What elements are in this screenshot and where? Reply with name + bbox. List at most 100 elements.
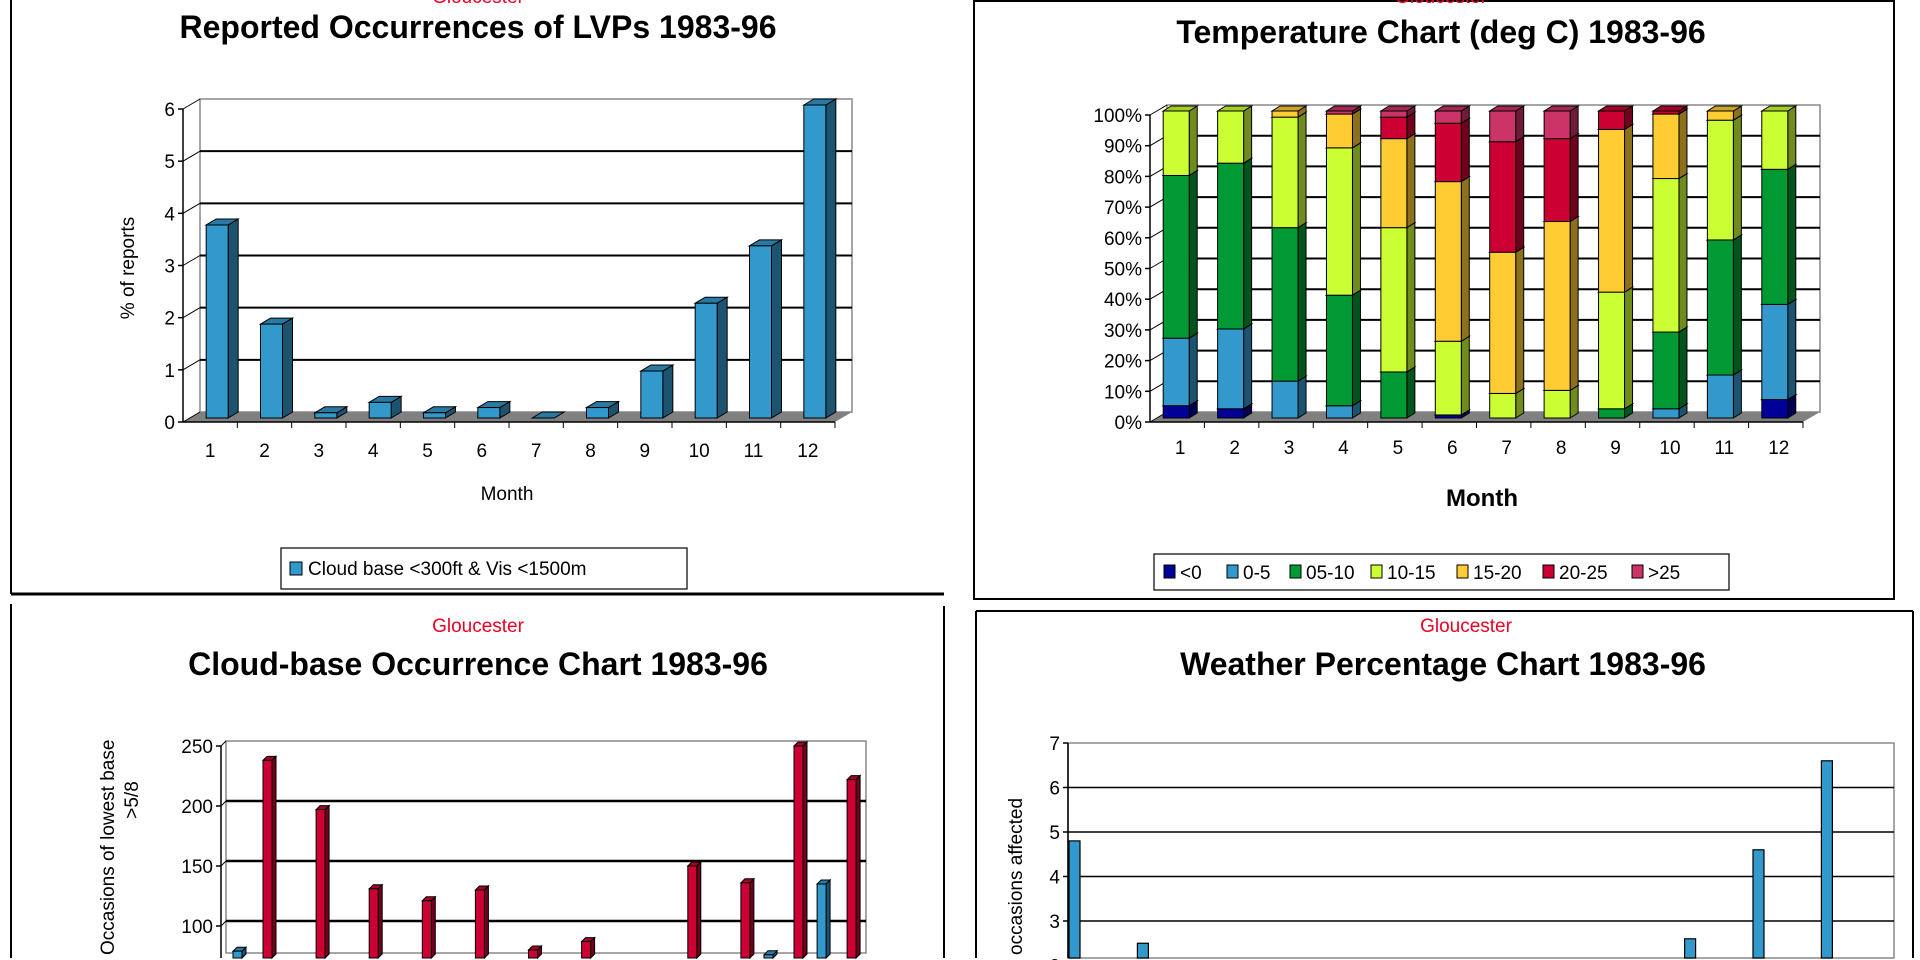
weather-y-tick-label: 2 (1049, 957, 1060, 960)
temperature-segment-month-10-3 (1651, 172, 1689, 333)
lvp-bar-month-9-front (640, 370, 664, 419)
temperature-segment-month-4-6-front (1325, 110, 1353, 115)
weather-blue-bar-month-12 (1820, 760, 1834, 959)
temperature-segment-month-7-5-front (1489, 141, 1517, 253)
temperature-legend-swatch (1226, 564, 1239, 579)
temperature-segment-month-5-4-side (1406, 132, 1416, 229)
lvp-grid-diagonal (182, 150, 201, 162)
temperature-segment-month-2-2-side (1243, 157, 1253, 330)
temperature-segment-month-5-2-front (1380, 371, 1408, 419)
cloudbase-red-bar-month-2-side (324, 804, 330, 960)
cloudbase-red-bar-month-10-front (740, 882, 751, 959)
cloudbase-red-bar-month-11-front (793, 745, 804, 959)
temperature-segment-month-3-1 (1270, 375, 1308, 419)
temperature-segment-month-11-4 (1705, 105, 1744, 122)
temperature-segment-month-1-2 (1161, 169, 1199, 340)
temperature-segment-month-6-5-front (1434, 122, 1462, 183)
cloudbase-blue-bar-month-1-front (232, 950, 243, 959)
lvp-bar-month-9 (639, 364, 675, 419)
lvp-bar-month-11-front (749, 245, 772, 419)
temperature-legend-swatch (1370, 564, 1383, 579)
lvp-grid-diagonal (182, 202, 201, 214)
lvp-bar-month-6 (476, 400, 512, 419)
panel-frames (10, 0, 1914, 958)
temperature-segment-month-5-4 (1379, 132, 1417, 229)
temperature-segment-month-4-6 (1324, 105, 1363, 115)
temperature-segment-month-1-2-side (1188, 169, 1198, 340)
temperature-segment-month-4-3-front (1325, 147, 1353, 296)
temperature-segment-month-11-2-side (1732, 234, 1742, 376)
lvp-bar-month-11-side (771, 238, 782, 419)
temperature-segment-month-9-3 (1596, 286, 1635, 410)
temperature-segment-month-7-5 (1487, 135, 1526, 254)
temperature-segment-month-5-2 (1379, 366, 1417, 419)
temperature-segment-month-3-3-front (1271, 116, 1299, 229)
temperature-segment-month-1-0-front (1162, 405, 1190, 419)
cloudbase-red-bar-month-10 (739, 877, 756, 960)
weather-blue-bar-month-2 (1136, 942, 1150, 959)
temperature-segment-month-8-4-front (1543, 221, 1571, 391)
temperature-legend-label: 20-25 (1559, 563, 1608, 584)
temperature-x-tick-label: 12 (1768, 438, 1789, 459)
temperature-legend-label: 10-15 (1387, 563, 1436, 584)
cloudbase-red-bar-month-1 (261, 755, 278, 960)
lvp-x-tick-label: 3 (314, 441, 325, 462)
temperature-segment-month-10-3-front (1652, 178, 1680, 333)
temperature-segment-month-4-4 (1324, 108, 1363, 149)
cloudbase-blue-bar-month-1 (231, 945, 248, 960)
temperature-segment-month-11-1-front (1706, 374, 1734, 419)
temperature-x-tick-label: 7 (1501, 438, 1512, 459)
temperature-x-tick-label: 10 (1659, 438, 1680, 459)
weather-blue-bar-month-10 (1683, 938, 1697, 959)
temperature-segment-month-6-5-side (1460, 117, 1470, 183)
lvp-x-tick-label: 6 (477, 441, 488, 462)
cloudbase-red-bar-month-3-side (377, 883, 383, 960)
temperature-y-tick-label: 60% (1104, 229, 1142, 250)
cloudbase-grid-diagonal (220, 920, 227, 927)
cloudbase-blue-bar-month-12 (815, 878, 832, 960)
temperature-segment-month-10-4-front (1652, 113, 1680, 180)
lvp-bar-month-3-front (314, 412, 338, 419)
temperature-segment-month-10-5-front (1652, 110, 1680, 115)
temperature-x-tick-label: 6 (1447, 438, 1458, 459)
temperature-segment-month-4-2-front (1325, 294, 1353, 407)
cloudbase-chart-title: Cloud-base Occurrence Chart 1983-96 (188, 646, 768, 682)
lvp-bar-month-7 (530, 411, 566, 419)
temperature-segment-month-8-4-side (1569, 215, 1579, 392)
temperature-segment-month-6-3 (1433, 335, 1472, 416)
temperature-segment-month-10-3-side (1678, 172, 1688, 333)
temperature-y-tick-label: 70% (1104, 198, 1142, 219)
temperature-segment-month-6-4 (1433, 175, 1472, 343)
lvp-bar-month-2 (258, 317, 295, 419)
weather-location-label: Gloucester (1420, 616, 1513, 637)
temperature-segment-month-11-3-front (1706, 119, 1734, 241)
temperature-segment-month-7-4 (1487, 246, 1526, 395)
temperature-segment-month-3-3-side (1297, 111, 1307, 229)
lvp-bar-month-4 (367, 395, 403, 419)
temperature-segment-month-5-5-front (1380, 116, 1408, 140)
temperature-segment-month-12-0-front (1761, 399, 1789, 419)
cloudbase-red-bar-month-9 (686, 860, 703, 960)
cloudbase-red-bar-month-1-side (271, 755, 277, 960)
temperature-segment-month-11-2-front (1706, 239, 1734, 376)
lvp-x-tick-label: 5 (422, 441, 433, 462)
lvp-bar-month-12-side (825, 98, 837, 419)
lvp-y-axis-label: % of reports (118, 217, 139, 319)
temperature-legend-label: 15-20 (1473, 563, 1522, 584)
temperature-segment-month-6-3-front (1434, 340, 1462, 416)
lvp-y-tick-label: 6 (164, 100, 175, 121)
lvp-y-tick-label: 3 (164, 257, 175, 278)
temperature-segment-month-11-1-side (1732, 369, 1742, 419)
temperature-segment-month-9-2-front (1598, 408, 1626, 419)
cloudbase-red-bar-month-4-front (421, 900, 432, 959)
temperature-segment-month-5-3-front (1380, 227, 1408, 373)
temperature-legend-label: 05-10 (1306, 563, 1355, 584)
temperature-segment-month-9-3-front (1598, 291, 1626, 410)
cloudbase-grid-diagonal (220, 800, 227, 807)
cloudbase-red-bar-month-12-front (846, 779, 857, 959)
cloudbase-blue-bar-month-12-front (816, 883, 827, 959)
lvp-x-tick-label: 2 (259, 441, 270, 462)
temperature-segment-month-12-1-front (1761, 303, 1789, 401)
weather-y-axis-label: occasions affected (1006, 798, 1027, 955)
temperature-grid-diagonal (1149, 104, 1168, 116)
